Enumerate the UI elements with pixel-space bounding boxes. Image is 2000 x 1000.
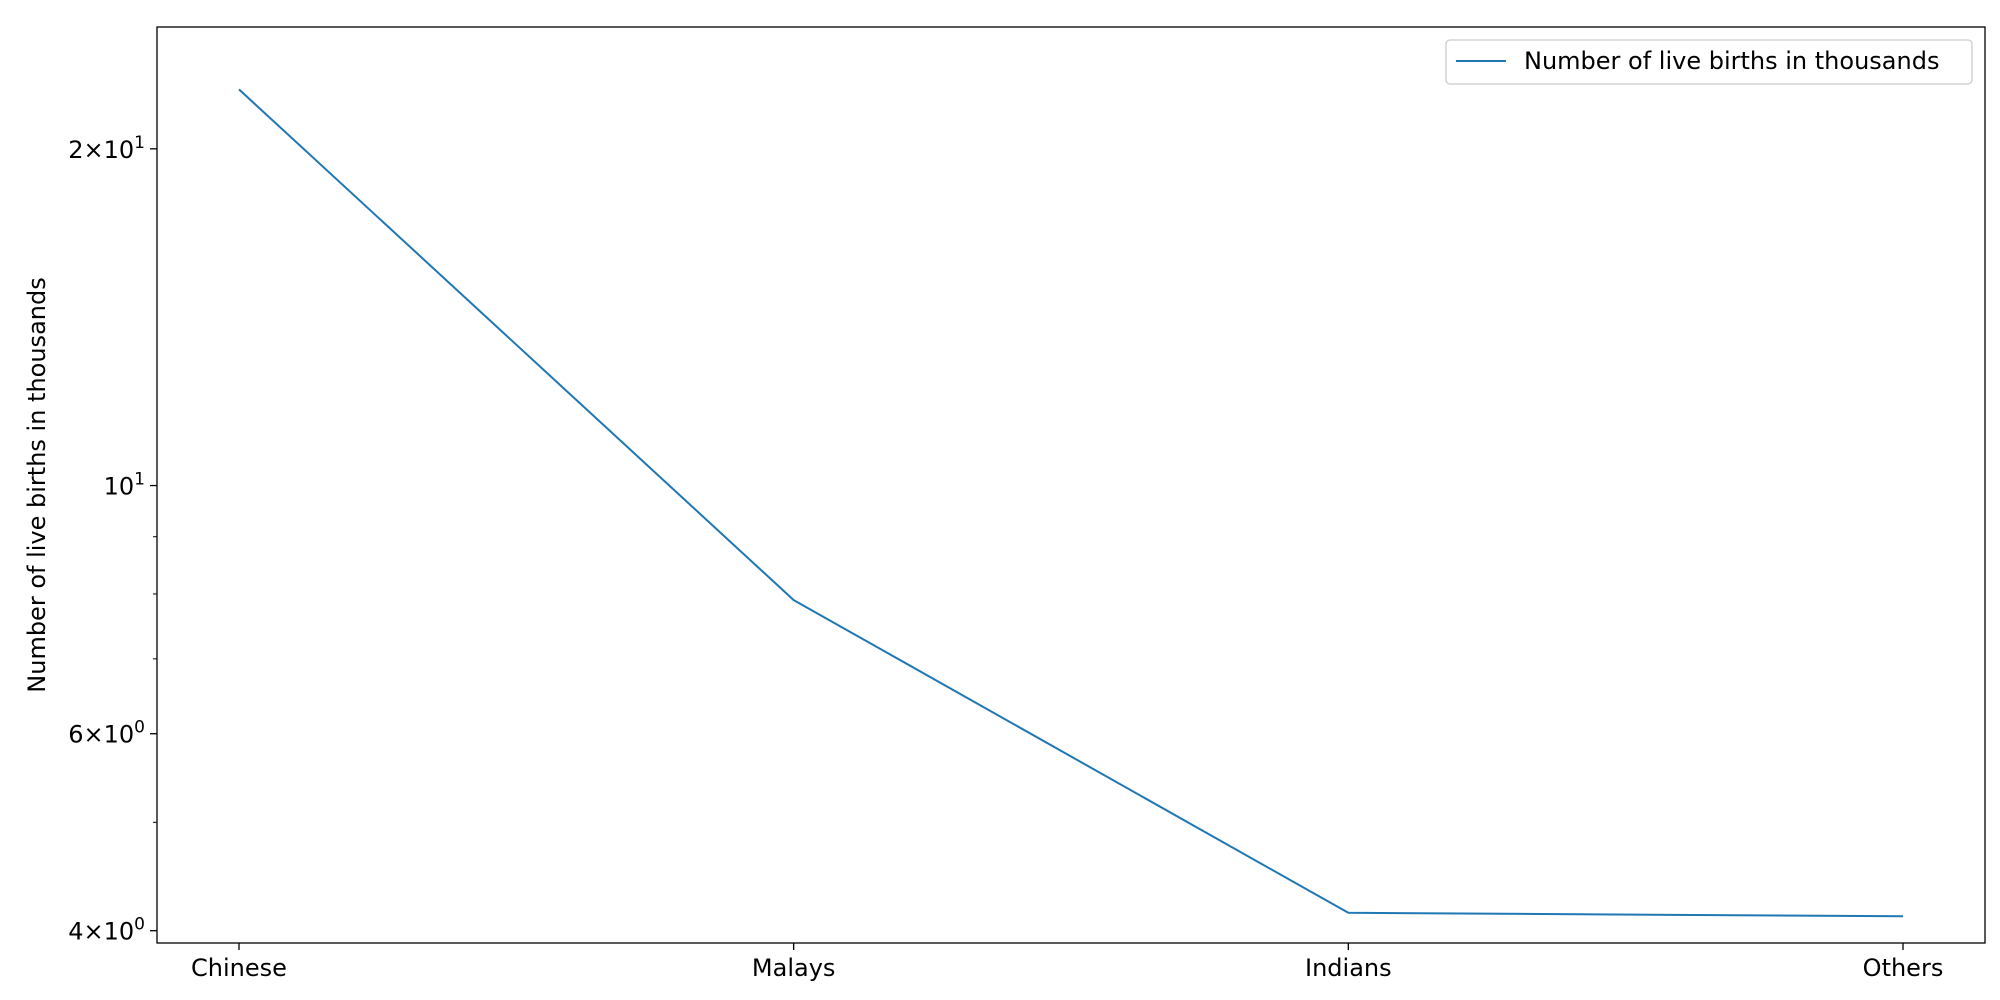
x-tick-label: Chinese <box>191 954 287 982</box>
x-axis-ticks: Chinese Malays Indians Others <box>191 943 1943 982</box>
legend: Number of live births in thousands <box>1445 39 1973 85</box>
x-tick-label: Malays <box>752 954 836 982</box>
y-tick-label: 6×100 <box>68 718 145 749</box>
plot-area-frame <box>156 26 1986 944</box>
legend-label: Number of live births in thousands <box>1524 47 1939 75</box>
y-tick-label: 4×100 <box>68 915 145 946</box>
legend-box <box>1445 39 1973 85</box>
series-layer <box>238 88 1904 918</box>
y-tick-label: 2×101 <box>68 133 145 164</box>
x-tick-label: Others <box>1863 954 1944 982</box>
y-tick-label: 101 <box>104 470 145 501</box>
y-axis-ticks: 4×100 6×100 101 2×101 <box>68 133 157 946</box>
y-axis-label: Number of live births in thousands <box>23 277 51 692</box>
series-line <box>238 88 1904 918</box>
x-tick-label: Indians <box>1305 954 1392 982</box>
